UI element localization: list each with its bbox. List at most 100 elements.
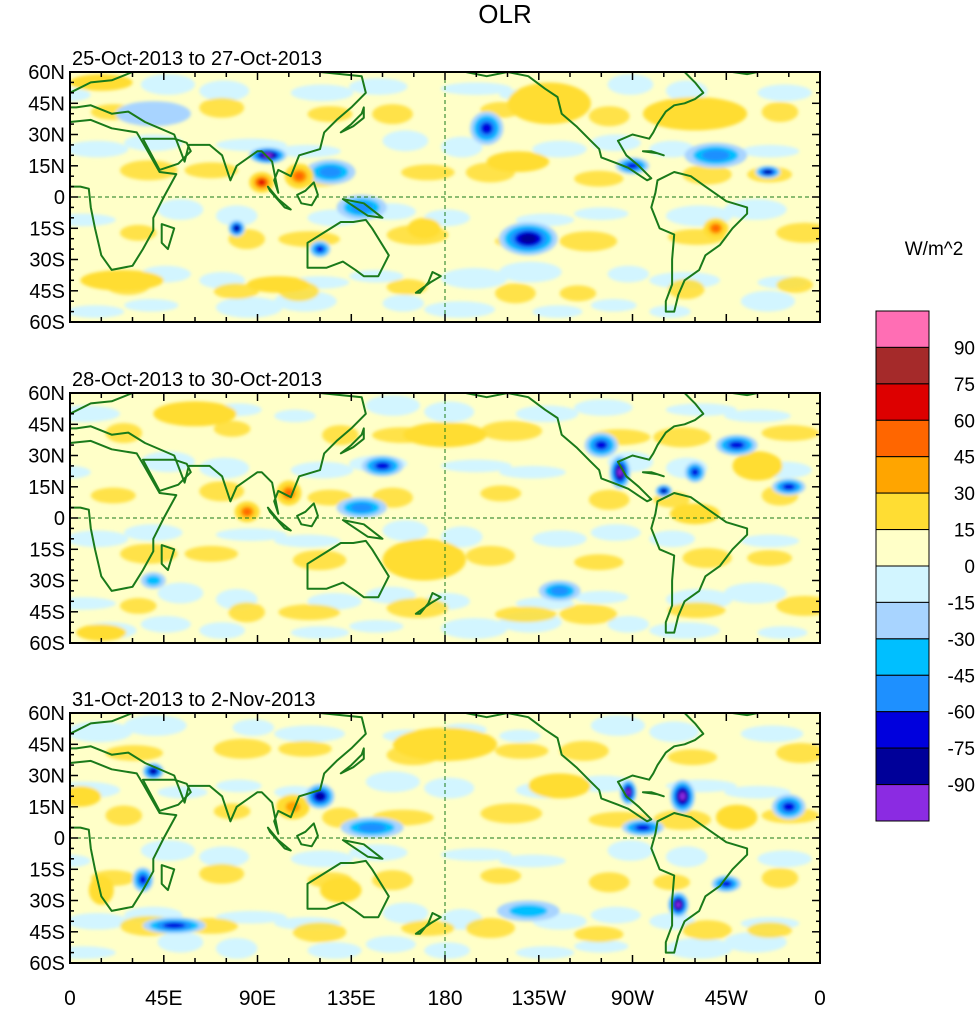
weak-anomaly — [274, 409, 316, 423]
weak-anomaly — [574, 590, 629, 604]
anomaly-cell — [620, 779, 637, 805]
anomaly-cell — [403, 422, 487, 448]
anomaly-cell — [507, 82, 591, 125]
weak-anomaly — [515, 946, 575, 959]
colorbar-swatch — [875, 711, 930, 749]
weak-anomaly — [307, 489, 353, 506]
weak-anomaly — [574, 170, 624, 187]
y-tick-label: 0 — [54, 187, 65, 209]
panel-3: 60N 45N 30N 15N 0 15S 30S 45S 60S 31-Oct-2013 to … — [28, 689, 821, 975]
anomaly-cell — [249, 147, 287, 164]
anomaly-cell — [228, 220, 245, 237]
weak-anomaly — [532, 530, 587, 548]
colorbar-label: -60 — [948, 703, 975, 724]
anomaly-cell — [305, 159, 356, 185]
weak-anomaly — [199, 97, 245, 118]
weak-anomaly — [124, 715, 187, 736]
weak-anomaly — [290, 850, 354, 868]
weak-anomaly — [215, 910, 287, 924]
anomaly-cell — [732, 451, 783, 481]
weak-anomaly — [776, 222, 820, 243]
weak-anomaly — [499, 729, 541, 743]
weak-anomaly — [199, 622, 246, 639]
colorbar-label: 60 — [954, 411, 975, 432]
y-tick-label: 45S — [29, 922, 65, 944]
colorbar-label: -30 — [948, 630, 975, 651]
weak-anomaly — [292, 922, 347, 943]
weak-anomaly — [70, 597, 116, 610]
weak-anomaly — [424, 301, 495, 318]
weak-anomaly — [724, 199, 787, 220]
weak-anomaly — [480, 420, 543, 441]
weak-anomaly — [682, 164, 732, 185]
weak-anomaly — [124, 134, 183, 152]
weak-anomaly — [590, 134, 641, 152]
anomaly-cell — [309, 240, 331, 258]
weak-anomaly — [213, 283, 259, 300]
anomaly-cell — [88, 875, 114, 905]
weak-anomaly — [424, 942, 470, 959]
weak-anomaly — [559, 740, 609, 761]
weak-anomaly — [274, 725, 345, 743]
weak-anomaly — [761, 425, 820, 441]
weak-anomaly — [559, 604, 618, 625]
y-tick-label: 45N — [28, 93, 65, 115]
weak-anomaly — [365, 771, 420, 793]
weak-anomaly — [588, 872, 630, 893]
weak-anomaly — [440, 848, 512, 861]
y-tick-label: 15S — [29, 218, 65, 240]
anomaly-cell — [609, 455, 631, 489]
anomaly-cell — [642, 97, 748, 131]
weak-anomaly — [120, 598, 157, 614]
coastlines — [70, 393, 759, 634]
y-tick-label: 30N — [28, 446, 65, 468]
weak-anomaly — [465, 918, 515, 938]
weak-anomaly — [424, 401, 475, 423]
weak-anomaly — [215, 779, 262, 793]
weak-anomaly — [199, 80, 250, 102]
y-tick-label: 30N — [28, 766, 65, 788]
y-tick-label: 0 — [54, 828, 65, 850]
weak-anomaly — [665, 846, 708, 868]
weak-anomaly — [532, 140, 587, 158]
anomaly-cell — [584, 432, 618, 458]
weak-anomaly — [574, 940, 629, 953]
weak-anomaly — [440, 459, 512, 473]
weak-anomaly — [607, 616, 650, 633]
panel-2: 60N 45N 30N 15N 0 15S 30S 45S 60S 28-Oct-2013 to … — [28, 369, 821, 655]
weak-anomaly — [776, 595, 820, 616]
weak-anomaly — [157, 199, 204, 220]
weak-anomaly — [140, 840, 195, 861]
weak-anomaly — [184, 162, 238, 179]
colorbar-units: W/m^2 — [905, 239, 964, 260]
colorbar-swatch — [875, 674, 930, 713]
anomaly-cell — [703, 217, 729, 239]
y-tick-label: 30N — [28, 125, 65, 147]
weak-anomaly — [278, 740, 332, 757]
x-tick-label: 135W — [511, 987, 566, 1010]
weak-anomaly — [607, 840, 654, 861]
weak-anomaly — [649, 622, 720, 639]
colorbar-swatch — [875, 346, 930, 385]
colorbar-swatch — [875, 784, 930, 822]
y-tick-label: 60N — [28, 383, 65, 405]
colorbar: W/m^2 90 75 60 45 30 15 0 -15 -30 -45 -60 -75 -90 — [875, 239, 975, 822]
weak-anomaly — [199, 863, 245, 884]
anomaly-cell — [684, 461, 706, 483]
weak-anomaly — [747, 550, 793, 566]
colorbar-swatch — [875, 419, 930, 458]
colorbar-swatch — [875, 565, 930, 603]
weak-anomaly — [215, 528, 287, 541]
colorbar-label: -45 — [948, 666, 975, 687]
anomaly-cell — [486, 151, 550, 173]
colorbar-label: 15 — [954, 521, 975, 542]
y-tick-label: 15N — [28, 477, 65, 499]
weak-anomaly — [776, 277, 813, 293]
weak-anomaly — [307, 942, 362, 959]
weak-anomaly — [668, 279, 705, 300]
weak-anomaly — [120, 160, 178, 181]
weak-anomaly — [480, 803, 543, 824]
weak-anomaly — [307, 106, 353, 122]
weak-anomaly — [740, 725, 804, 743]
y-tick-label: 0 — [54, 508, 65, 530]
